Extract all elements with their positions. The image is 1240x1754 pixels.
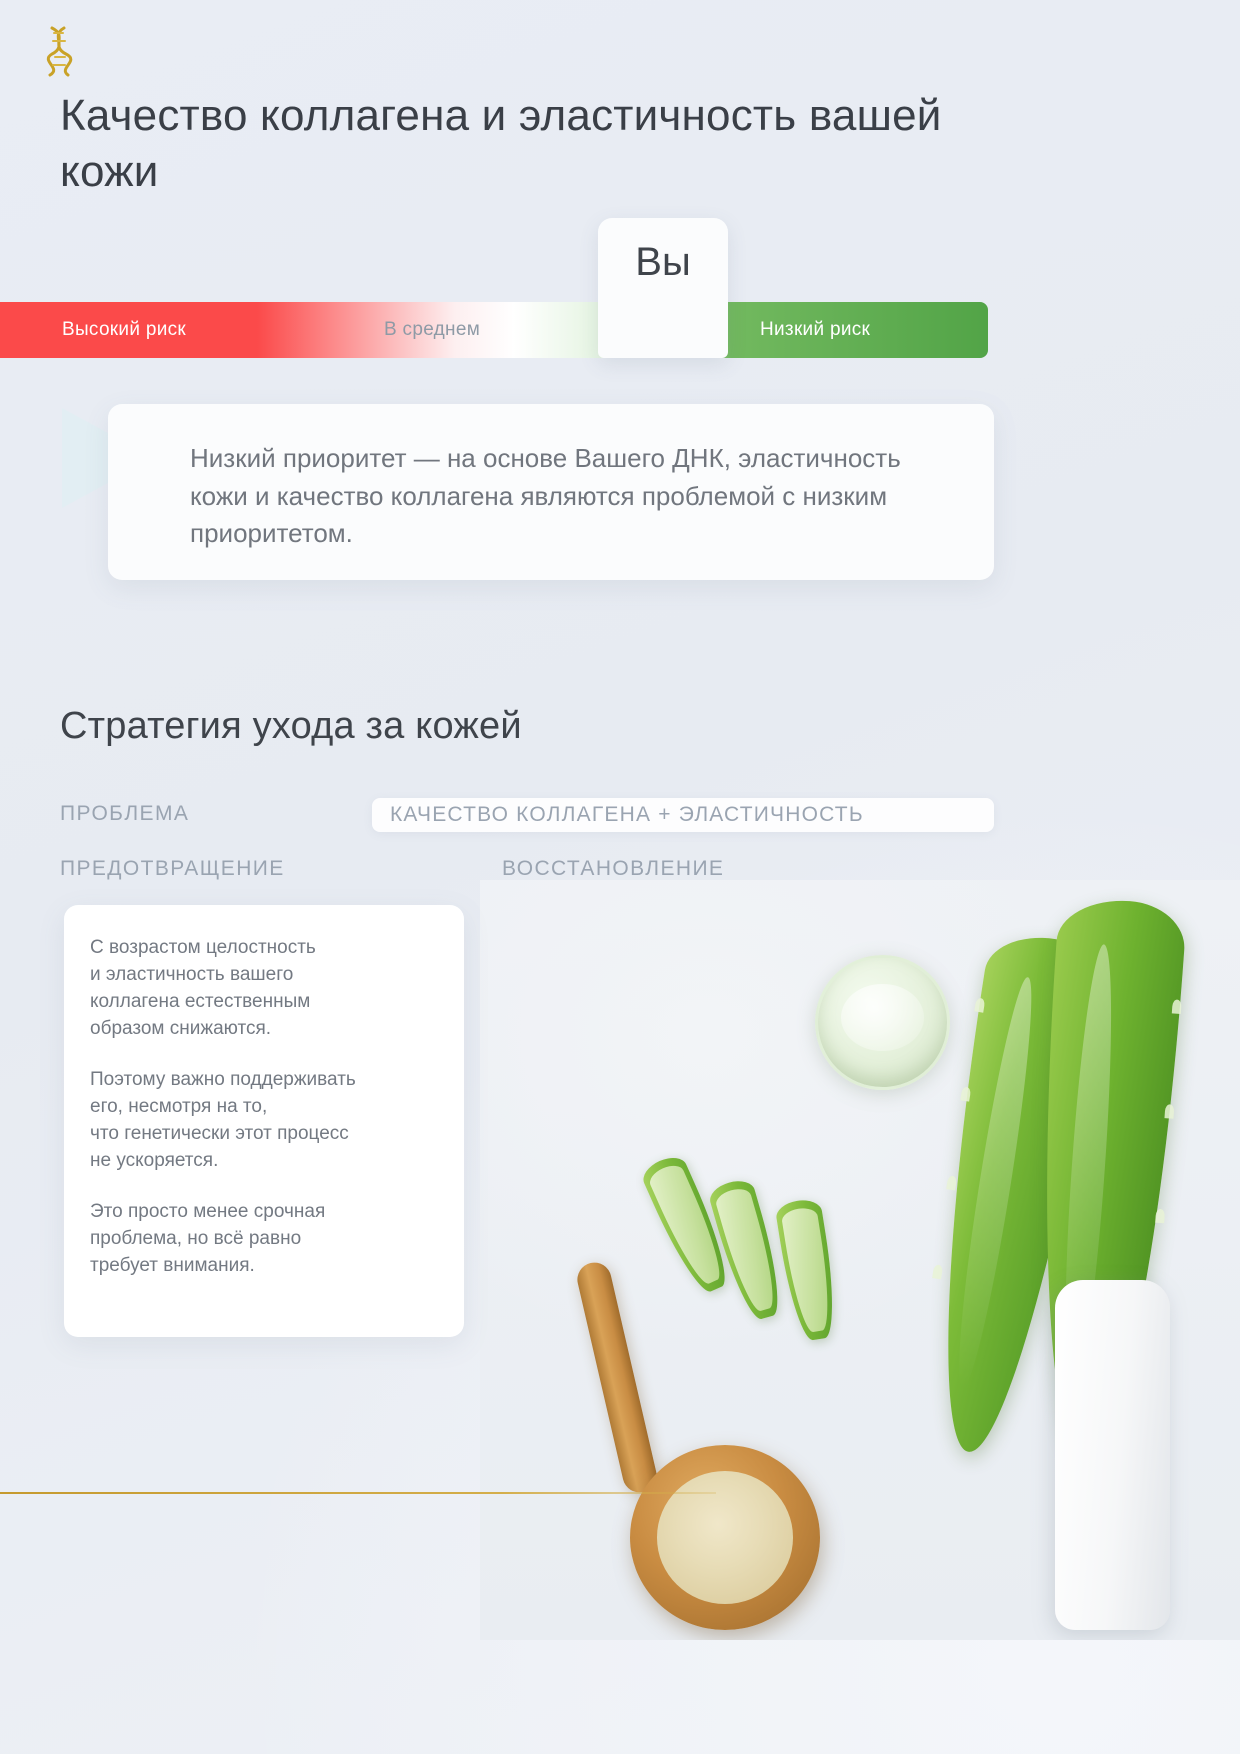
strategy-heading: Стратегия ухода за кожей — [60, 705, 522, 747]
prevention-paragraph-1: С возрастом целостность и эластичность в… — [90, 937, 316, 1039]
risk-label-low: Низкий риск — [760, 319, 871, 340]
risk-label-medium: В среднем — [384, 319, 481, 340]
problem-label: ПРОБЛЕМА — [60, 802, 190, 825]
glass-bowl-icon — [815, 955, 950, 1090]
risk-labels: Высокий риск В среднем Низкий риск — [0, 302, 988, 358]
problem-value-text: КАЧЕСТВО КОЛЛАГЕНА + ЭЛАСТИЧНОСТЬ — [390, 803, 864, 826]
leaf-spike — [960, 1086, 972, 1102]
footer-divider — [0, 1492, 716, 1494]
leaf-spike — [1155, 1208, 1166, 1224]
wooden-spoon-bowl — [630, 1445, 820, 1630]
you-marker: Вы — [598, 218, 728, 358]
gel-cube — [688, 1497, 730, 1537]
prevention-card: С возрастом целостность и эластичность в… — [64, 905, 464, 1337]
prevention-label: ПРЕДОТВРАЩЕНИЕ — [60, 857, 285, 880]
aloe-vera-photo — [480, 880, 1240, 1640]
gel-cube — [728, 1517, 772, 1559]
leaf-spike — [974, 997, 986, 1013]
prevention-paragraph-3: Это просто менее срочная проблема, но вс… — [90, 1200, 326, 1276]
prevention-paragraph-2: Поэтому важно поддерживать его, несмотря… — [90, 1068, 356, 1171]
risk-gradient-bar — [0, 302, 988, 358]
problem-value-pill: КАЧЕСТВО КОЛЛАГЕНА + ЭЛАСТИЧНОСТЬ — [372, 798, 994, 832]
gel-cube — [692, 1541, 738, 1583]
risk-label-high: Высокий риск — [62, 319, 187, 340]
callout-text: Низкий приоритет — на основе Вашего ДНК,… — [190, 443, 901, 549]
you-marker-label: Вы — [635, 240, 691, 284]
leaf-spike — [1171, 999, 1182, 1014]
callout-box: Низкий приоритет — на основе Вашего ДНК,… — [108, 404, 994, 580]
leaf-spike — [1164, 1104, 1175, 1119]
cosmetic-bottle — [1055, 1280, 1170, 1630]
dna-helix-logo — [38, 24, 82, 78]
restoration-label: ВОССТАНОВЛЕНИЕ — [502, 857, 725, 880]
page-title: Качество коллагена и эластичность вашей … — [60, 91, 942, 197]
risk-scale: Высокий риск В среднем Низкий риск Вы — [0, 218, 988, 358]
